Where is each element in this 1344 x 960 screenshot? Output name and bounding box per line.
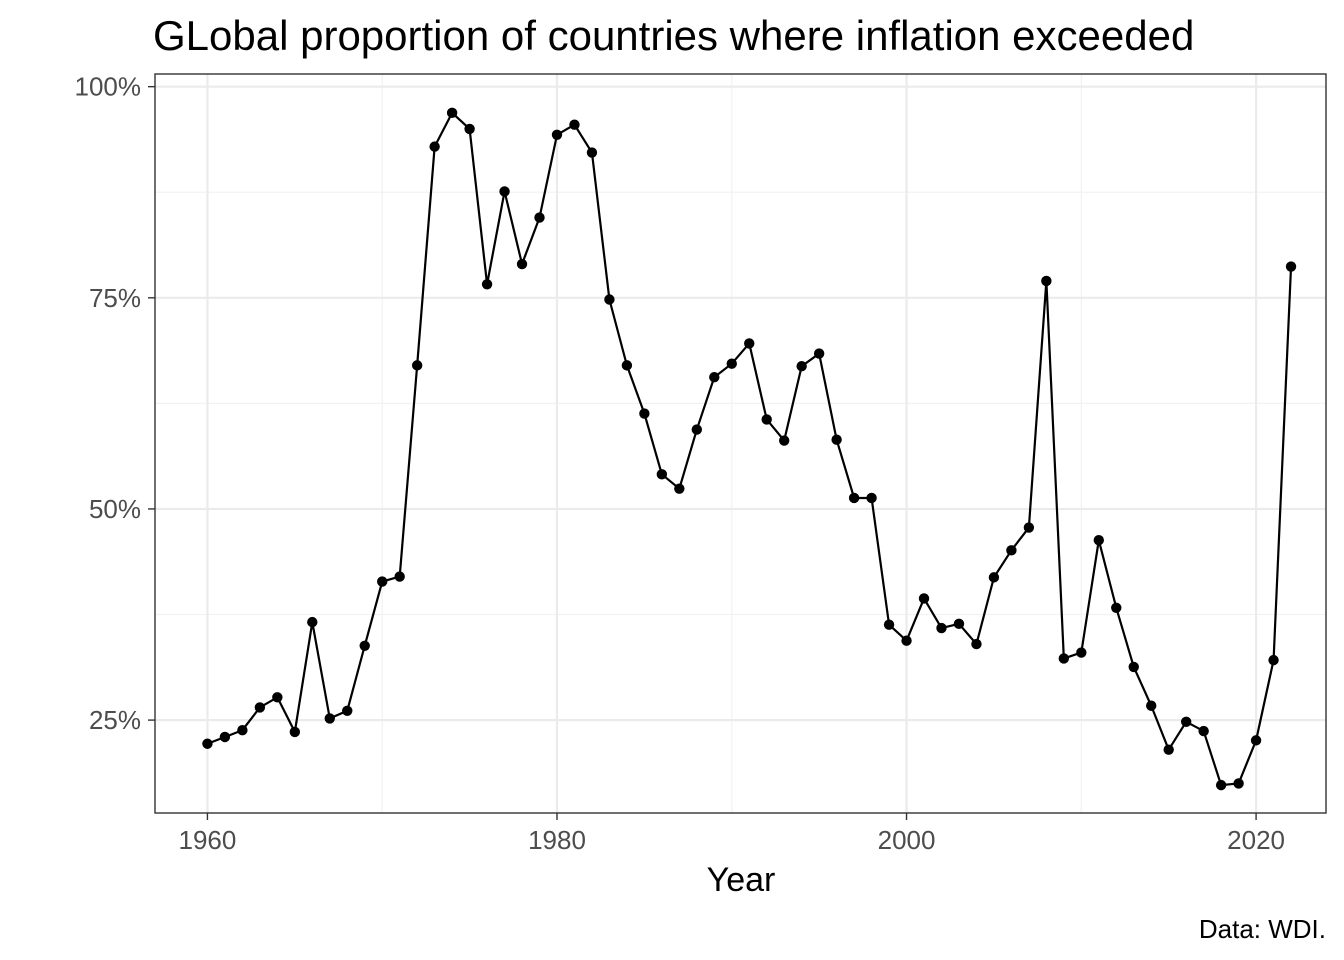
data-point [1198, 725, 1209, 737]
x-tick-label: 1980 [528, 825, 586, 855]
plot-panel [154, 73, 1327, 814]
data-point [971, 638, 982, 650]
data-point [639, 408, 650, 419]
data-point [656, 469, 668, 480]
data-point [1006, 545, 1017, 556]
data-point [551, 129, 563, 141]
data-point [1041, 275, 1052, 287]
data-point [1233, 778, 1244, 789]
data-point [324, 713, 335, 724]
data-point [1128, 661, 1139, 673]
data-point [744, 338, 755, 349]
x-tick-label: 2020 [1227, 825, 1285, 855]
y-tick-label: 25% [89, 705, 141, 735]
data-point [1023, 522, 1035, 533]
data-point [237, 725, 248, 736]
data-point [778, 435, 790, 446]
data-point [848, 492, 860, 504]
data-point [1058, 653, 1070, 664]
data-point [883, 619, 895, 630]
data-point [272, 692, 283, 703]
y-tick-label: 50% [89, 494, 141, 524]
data-point [918, 593, 930, 604]
data-point [307, 616, 318, 628]
data-point [1285, 261, 1297, 272]
data-points [202, 107, 1297, 791]
data-point [901, 635, 912, 646]
data-point [394, 571, 405, 582]
y-tick-label: 75% [89, 283, 141, 313]
grid-lines [155, 74, 1326, 813]
data-point [1180, 716, 1192, 727]
data-point [813, 348, 825, 359]
data-point [621, 360, 633, 371]
x-tick-label: 2000 [878, 825, 936, 855]
data-point [429, 141, 440, 152]
series-line [207, 111, 1293, 787]
data-point [586, 147, 598, 158]
data-point [726, 358, 737, 369]
data-point [796, 361, 807, 372]
data-point [691, 424, 703, 435]
data-point [988, 572, 1000, 583]
data-point [499, 186, 510, 197]
data-point [709, 372, 720, 383]
x-axis: 1960 1980 2000 2020 [179, 813, 1285, 855]
data-point [1146, 700, 1157, 711]
data-point [953, 618, 965, 630]
data-point [936, 622, 947, 634]
data-point [481, 279, 493, 290]
data-point [202, 738, 213, 749]
data-point [1076, 647, 1087, 658]
data-point [674, 483, 685, 494]
data-point [289, 726, 301, 738]
chart-title: GLobal proportion of countries where inf… [153, 12, 1194, 59]
data-source-caption: Data: WDI. [1199, 914, 1326, 944]
data-point [377, 576, 388, 587]
data-point [219, 731, 231, 743]
data-point [831, 434, 842, 445]
data-point [1111, 602, 1122, 613]
y-axis: 25% 50% 75% 100% [75, 72, 155, 735]
x-axis-title: Year [707, 861, 776, 899]
data-point [446, 107, 458, 119]
data-point [411, 360, 423, 371]
data-point [1163, 744, 1174, 755]
data-point [866, 492, 877, 504]
panel-border [154, 73, 1327, 814]
data-point [604, 294, 615, 305]
data-point [761, 414, 772, 425]
data-point [1093, 535, 1104, 546]
series-line-layer [207, 111, 1293, 787]
data-point [516, 258, 528, 270]
data-point [254, 702, 266, 713]
data-point [534, 212, 545, 223]
data-point [1250, 735, 1262, 746]
data-point [1215, 779, 1227, 791]
y-tick-label: 100% [75, 72, 142, 102]
data-point [464, 123, 475, 135]
x-tick-label: 1960 [179, 825, 237, 855]
data-point [359, 640, 370, 651]
data-point [1268, 654, 1279, 666]
data-point [342, 705, 353, 717]
data-point [569, 119, 580, 130]
